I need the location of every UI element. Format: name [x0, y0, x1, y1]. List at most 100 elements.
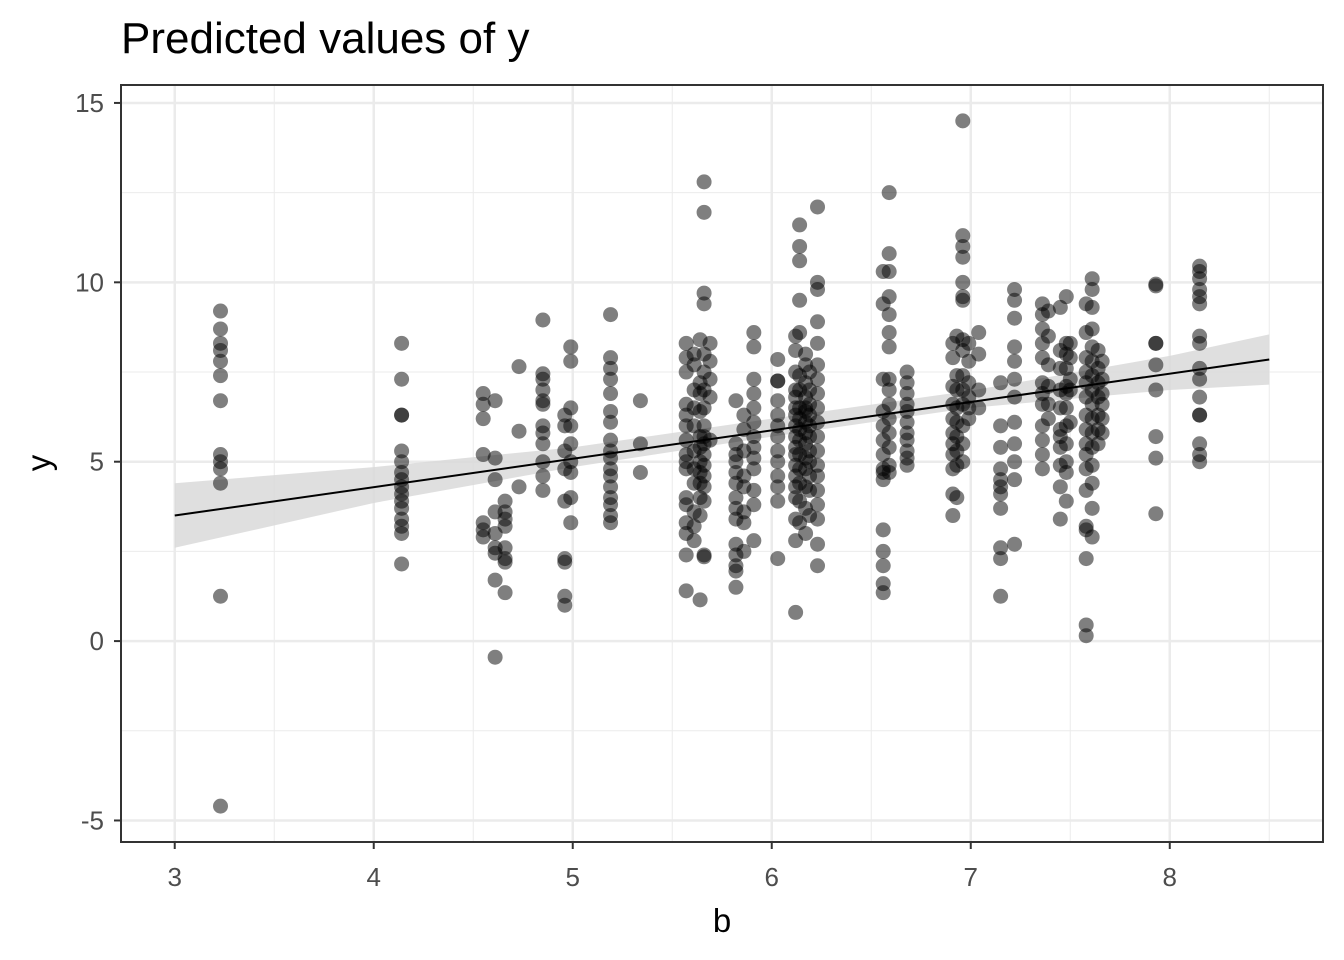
data-point: [875, 522, 891, 538]
data-point: [1040, 303, 1056, 319]
data-point: [810, 314, 826, 330]
data-point: [394, 454, 410, 470]
data-point: [394, 500, 410, 516]
data-point: [475, 396, 491, 412]
data-point: [792, 292, 808, 308]
data-point: [810, 558, 826, 574]
data-point: [1058, 400, 1074, 416]
data-point: [213, 303, 229, 319]
y-axis-title: y: [20, 454, 57, 471]
data-point: [881, 289, 897, 305]
data-point: [696, 479, 712, 495]
data-point: [1034, 447, 1050, 463]
data-point: [971, 346, 987, 362]
data-point: [810, 482, 826, 498]
data-point: [603, 468, 619, 484]
data-point: [632, 393, 648, 409]
y-tick-label: 0: [90, 626, 104, 656]
data-point: [1084, 529, 1100, 545]
data-point: [770, 493, 786, 509]
data-point: [792, 238, 808, 254]
data-point: [535, 371, 551, 387]
data-point: [678, 335, 694, 351]
data-point: [1084, 500, 1100, 516]
data-point: [603, 432, 619, 448]
data-point: [1078, 617, 1094, 633]
data-point: [1058, 289, 1074, 305]
data-point: [993, 486, 1009, 502]
fit-line: [174, 358, 1270, 517]
data-point: [1094, 386, 1110, 402]
data-point: [563, 464, 579, 480]
data-point: [955, 113, 971, 129]
data-point: [788, 604, 804, 620]
data-point: [213, 588, 229, 604]
data-point: [1007, 310, 1023, 326]
data-point: [810, 429, 826, 445]
data-point: [1094, 411, 1110, 427]
data-point: [810, 536, 826, 552]
y-tick-label: 15: [75, 88, 104, 118]
data-point: [632, 464, 648, 480]
data-point: [993, 500, 1009, 516]
data-point: [746, 533, 762, 549]
data-point: [1052, 511, 1068, 527]
data-point: [770, 429, 786, 445]
data-point: [1007, 353, 1023, 369]
data-point: [213, 475, 229, 491]
data-point: [394, 335, 410, 351]
data-point: [603, 497, 619, 513]
data-point: [557, 597, 573, 613]
data-point: [728, 454, 744, 470]
data-point: [394, 371, 410, 387]
data-point: [798, 525, 814, 541]
data-point: [899, 414, 915, 430]
data-point: [746, 325, 762, 341]
data-point: [213, 353, 229, 369]
data-point: [736, 515, 752, 531]
data-point: [563, 490, 579, 506]
data-point: [770, 468, 786, 484]
data-point: [1192, 335, 1208, 351]
data-point: [955, 436, 971, 452]
data-point: [497, 554, 513, 570]
data-point: [1094, 425, 1110, 441]
data-point: [1040, 396, 1056, 412]
data-point: [535, 396, 551, 412]
data-point: [1084, 271, 1100, 287]
data-point: [535, 468, 551, 484]
data-point: [535, 482, 551, 498]
data-point: [881, 246, 897, 262]
data-point: [728, 579, 744, 595]
data-point: [475, 447, 491, 463]
data-point: [696, 493, 712, 509]
data-point: [881, 464, 897, 480]
data-point: [1062, 414, 1078, 430]
data-point: [692, 592, 708, 608]
data-point: [475, 386, 491, 402]
data-point: [487, 450, 503, 466]
data-point: [696, 204, 712, 220]
data-point: [563, 400, 579, 416]
data-point: [810, 443, 826, 459]
data-point: [603, 515, 619, 531]
data-point: [792, 253, 808, 269]
data-point: [475, 411, 491, 427]
data-point: [728, 393, 744, 409]
x-tick-label: 8: [1163, 862, 1177, 892]
data-point: [810, 400, 826, 416]
data-point: [1094, 353, 1110, 369]
data-point: [993, 588, 1009, 604]
data-point: [213, 393, 229, 409]
data-point: [696, 285, 712, 301]
data-point: [696, 549, 712, 565]
data-point: [1052, 479, 1068, 495]
data-point: [1007, 454, 1023, 470]
data-point: [702, 335, 718, 351]
x-tick-label: 3: [167, 862, 181, 892]
data-point: [487, 393, 503, 409]
data-point: [993, 375, 1009, 391]
data-point: [1007, 536, 1023, 552]
data-point: [1078, 551, 1094, 567]
data-point: [535, 425, 551, 441]
